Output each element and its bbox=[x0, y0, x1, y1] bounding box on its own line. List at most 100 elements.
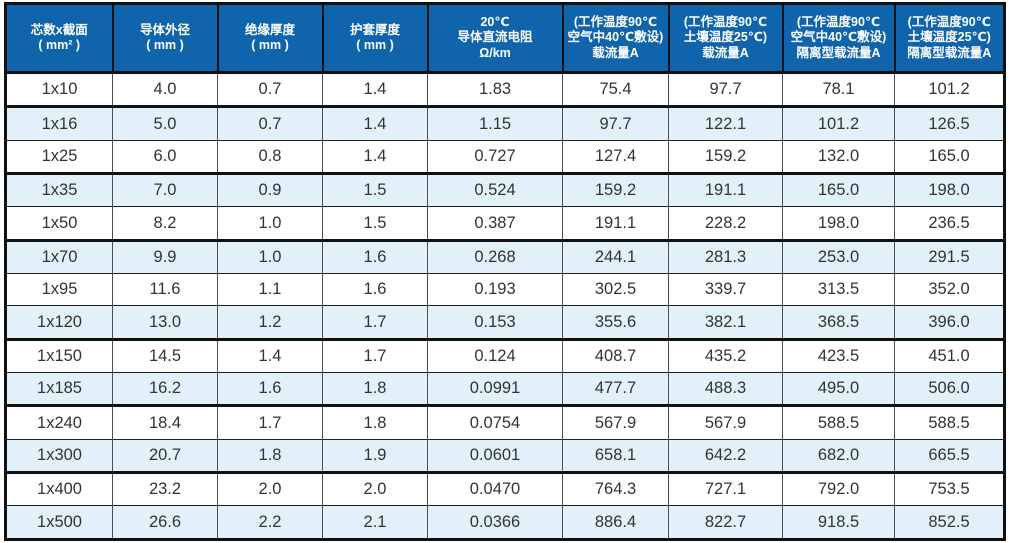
column-header-ampacity-soil-isolated: (工作温度90℃ 土壤温度25℃) 隔离型载流量A bbox=[893, 3, 1005, 74]
table-cell: 1.5 bbox=[322, 172, 428, 207]
row-label-cell: 1x185 bbox=[5, 372, 113, 406]
table-cell: 191.1 bbox=[562, 206, 669, 241]
table-cell: 244.1 bbox=[562, 238, 669, 274]
table-cell: 1.2 bbox=[217, 305, 323, 340]
row-label-cell: 1x240 bbox=[5, 404, 113, 440]
table-cell: 0.124 bbox=[427, 337, 563, 373]
table-cell: 132.0 bbox=[782, 139, 895, 174]
row-label-cell: 1x300 bbox=[5, 438, 113, 473]
table-cell: 451.0 bbox=[894, 337, 1005, 373]
column-header-dc-resistance: 20℃ 导体直流电阻 Ω/km bbox=[426, 3, 563, 74]
table-cell: 14.5 bbox=[112, 337, 218, 373]
header-line: 空气中40℃敷设) bbox=[567, 30, 664, 45]
header-line: 土壤温度25℃) bbox=[907, 30, 991, 45]
table-cell: 339.7 bbox=[668, 273, 783, 306]
table-cell: 764.3 bbox=[562, 471, 669, 506]
header-line: 20℃ bbox=[480, 14, 510, 29]
table-cell: 126.5 bbox=[894, 105, 1005, 141]
table-row: 1x10 4.0 0.7 1.4 1.83 75.4 97.7 78.1 101.2 bbox=[5, 72, 1005, 107]
header-line: 载流量A bbox=[592, 45, 639, 60]
table-cell: 382.1 bbox=[668, 305, 783, 340]
table-cell: 423.5 bbox=[782, 337, 895, 373]
table-cell: 0.0470 bbox=[427, 471, 563, 506]
table-cell: 495.0 bbox=[782, 372, 895, 406]
header-line: (工作温度90℃ bbox=[796, 14, 881, 29]
table-cell: 9.9 bbox=[112, 238, 218, 274]
table-cell: 0.8 bbox=[217, 139, 323, 174]
column-header-ampacity-air: (工作温度90℃ 空气中40℃敷设) 载流量A bbox=[561, 3, 669, 74]
table-cell: 408.7 bbox=[562, 337, 669, 373]
table-row: 1x25 6.0 0.8 1.4 0.727 127.4 159.2 132.0 165.0 bbox=[5, 139, 1005, 174]
row-label-cell: 1x25 bbox=[5, 139, 113, 174]
table-row: 1x240 18.4 1.7 1.8 0.0754 567.9 567.9 588.5 588.… bbox=[5, 404, 1005, 440]
table-cell: 11.6 bbox=[112, 273, 218, 306]
table-cell: 0.0991 bbox=[427, 372, 563, 406]
table-cell: 852.5 bbox=[894, 505, 1005, 540]
table-cell: 753.5 bbox=[894, 471, 1005, 506]
table-cell: 727.1 bbox=[668, 471, 783, 506]
column-header-sheath-thickness: 护套厚度( mm ) bbox=[321, 3, 428, 74]
table-cell: 1.6 bbox=[217, 372, 323, 406]
header-line: 隔离型载流量A bbox=[907, 45, 992, 60]
row-label-cell: 1x70 bbox=[5, 238, 113, 274]
table-cell: 1.5 bbox=[322, 206, 428, 241]
table-cell: 4.0 bbox=[112, 72, 218, 107]
table-cell: 0.9 bbox=[217, 172, 323, 207]
table-cell: 588.5 bbox=[894, 404, 1005, 440]
table-cell: 1.1 bbox=[217, 273, 323, 306]
table-cell: 1.6 bbox=[322, 273, 428, 306]
table-cell: 18.4 bbox=[112, 404, 218, 440]
header-line: ( mm² ) bbox=[38, 38, 81, 52]
table-cell: 302.5 bbox=[562, 273, 669, 306]
table-cell: 191.1 bbox=[668, 172, 783, 207]
table-cell: 1.8 bbox=[217, 438, 323, 473]
table-cell: 1.7 bbox=[322, 337, 428, 373]
table-cell: 0.0601 bbox=[427, 438, 563, 473]
table-cell: 352.0 bbox=[894, 273, 1005, 306]
table-cell: 228.2 bbox=[668, 206, 783, 241]
table-cell: 435.2 bbox=[668, 337, 783, 373]
table-cell: 159.2 bbox=[668, 139, 783, 174]
table-cell: 122.1 bbox=[668, 105, 783, 141]
table-cell: 0.727 bbox=[427, 139, 563, 174]
table-cell: 236.5 bbox=[894, 206, 1005, 241]
table-cell: 396.0 bbox=[894, 305, 1005, 340]
table-cell: 0.387 bbox=[427, 206, 563, 241]
table-cell: 567.9 bbox=[668, 404, 783, 440]
row-label-cell: 1x16 bbox=[5, 105, 113, 141]
table-cell: 1.8 bbox=[322, 404, 428, 440]
table-cell: 1.8 bbox=[322, 372, 428, 406]
table-cell: 682.0 bbox=[782, 438, 895, 473]
table-cell: 101.2 bbox=[782, 105, 895, 141]
table-row: 1x50 8.2 1.0 1.5 0.387 191.1 228.2 198.0 236.5 bbox=[5, 206, 1005, 241]
header-line: 芯数x截面 bbox=[30, 22, 88, 37]
table-cell: 0.0754 bbox=[427, 404, 563, 440]
table-cell: 6.0 bbox=[112, 139, 218, 174]
header-line: 护套厚度 bbox=[349, 22, 400, 37]
table-row: 1x35 7.0 0.9 1.5 0.524 159.2 191.1 165.0 198.0 bbox=[5, 172, 1005, 207]
table-cell: 918.5 bbox=[782, 505, 895, 540]
row-label-cell: 1x10 bbox=[5, 72, 113, 107]
header-line: 土壤温度25℃) bbox=[683, 30, 768, 45]
cable-spec-table: 芯数x截面( mm² ) 导体外径( mm ) 绝缘厚度( mm ) 护套厚度( mm… bbox=[4, 2, 1006, 541]
table-row: 1x500 26.6 2.2 2.1 0.0366 886.4 822.7 918.5 852.… bbox=[5, 505, 1005, 540]
table-cell: 198.0 bbox=[782, 206, 895, 241]
table-cell: 1.15 bbox=[427, 105, 563, 141]
header-line: 绝缘厚度 bbox=[244, 22, 295, 37]
table-cell: 588.5 bbox=[782, 404, 895, 440]
table-row: 1x400 23.2 2.0 2.0 0.0470 764.3 727.1 792.0 753.… bbox=[5, 471, 1005, 506]
table-cell: 1.4 bbox=[322, 72, 428, 107]
table-cell: 658.1 bbox=[562, 438, 669, 473]
row-label-cell: 1x50 bbox=[5, 206, 113, 241]
table-cell: 23.2 bbox=[112, 471, 218, 506]
table-cell: 281.3 bbox=[668, 238, 783, 274]
table-cell: 488.3 bbox=[668, 372, 783, 406]
column-header-ampacity-soil: (工作温度90℃ 土壤温度25℃) 载流量A bbox=[667, 3, 783, 74]
row-label-cell: 1x150 bbox=[5, 337, 113, 373]
column-header-ampacity-air-isolated: (工作温度90℃ 空气中40℃敷设) 隔离型载流量A bbox=[781, 3, 895, 74]
table-row: 1x16 5.0 0.7 1.4 1.15 97.7 122.1 101.2 126.5 bbox=[5, 105, 1005, 141]
table-cell: 477.7 bbox=[562, 372, 669, 406]
table-cell: 1.4 bbox=[322, 139, 428, 174]
table-header: 芯数x截面( mm² ) 导体外径( mm ) 绝缘厚度( mm ) 护套厚度( mm… bbox=[5, 3, 1005, 74]
